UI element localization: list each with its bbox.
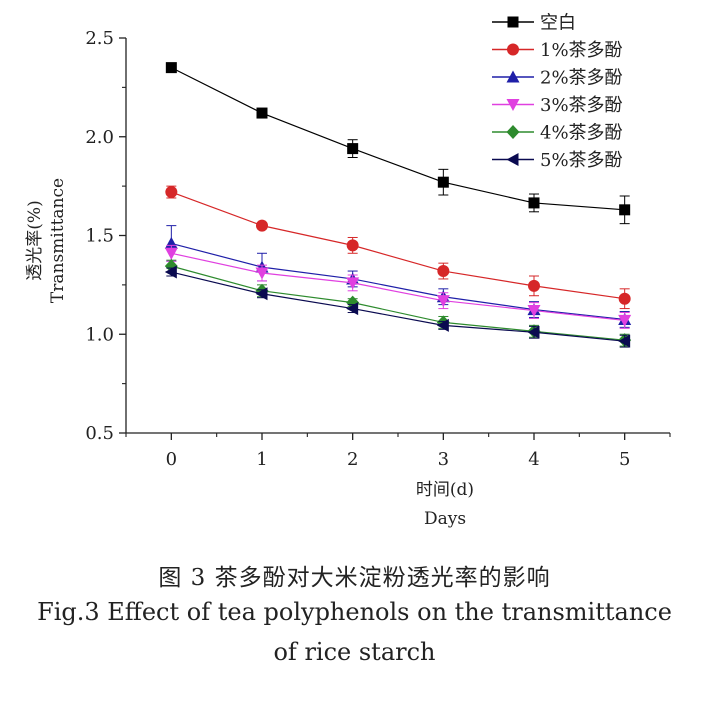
series-5 (164, 259, 632, 348)
legend: 空白 1%茶多酚 2%茶多酚 3%茶多酚 4%茶多酚 5%茶多酚 (492, 13, 623, 171)
data-point (618, 334, 631, 348)
data-point (256, 107, 268, 119)
legend-entry-6: 5%茶多酚 (492, 150, 623, 171)
data-point (619, 204, 631, 216)
data-point (528, 197, 540, 209)
data-point (528, 279, 540, 292)
y-axis-title-en: Transmittance (48, 178, 68, 303)
data-point (437, 176, 449, 188)
data-point (346, 277, 360, 290)
data-point (165, 62, 177, 74)
series-1 (165, 62, 631, 225)
series-line (171, 67, 625, 211)
figure-caption-english-line1: Fig.3 Effect of tea polyphenols on the t… (37, 598, 672, 626)
y-tick-label: 0.5 (85, 423, 114, 444)
data-point (436, 295, 450, 308)
legend-entry-5: 4%茶多酚 (492, 123, 623, 144)
x-tick-label: 5 (619, 449, 630, 470)
data-point (165, 186, 178, 199)
x-tick-label: 2 (347, 449, 358, 470)
data-point (436, 318, 449, 332)
data-point (255, 287, 268, 301)
data-point (256, 219, 268, 232)
x-axis-title-cn: 时间(d) (416, 480, 474, 500)
x-tick-label: 1 (256, 449, 267, 470)
axis-titles: 时间(d) Days 透光率(%) Transmittance (25, 178, 474, 529)
legend-entry-2: 1%茶多酚 (492, 40, 623, 61)
legend-marker (506, 70, 520, 83)
axes: 0.5 1.0 1.5 2.0 2.5 0 1 2 3 4 5 (85, 28, 671, 470)
series-line (171, 271, 625, 342)
data-point (347, 143, 359, 155)
y-tick-label: 1.5 (85, 226, 114, 247)
x-tick-label: 3 (438, 449, 449, 470)
data-point (164, 265, 177, 279)
y-tick-label: 1.0 (85, 324, 114, 345)
legend-label: 5%茶多酚 (540, 150, 623, 171)
y-tick-label: 2.0 (85, 127, 114, 148)
legend-label: 3%茶多酚 (540, 95, 623, 116)
series-group (164, 62, 632, 348)
data-point (346, 239, 359, 252)
data-point (437, 265, 450, 278)
legend-label: 4%茶多酚 (540, 123, 623, 144)
data-point (618, 292, 631, 305)
series-4 (164, 244, 632, 329)
figure-caption-english-line2: of rice starch (273, 638, 436, 666)
data-point (164, 236, 178, 249)
x-tick-label: 4 (528, 449, 539, 470)
legend-marker (507, 16, 519, 28)
y-axis-title-cn: 透光率(%) (25, 200, 45, 280)
line-chart: 0.5 1.0 1.5 2.0 2.5 0 1 2 3 4 5 空白 1%茶多酚 2%茶多酚 3%茶多酚 4… (25, 13, 671, 529)
series-line (171, 252, 625, 322)
legend-marker (507, 43, 519, 56)
x-axis-title-en: Days (424, 509, 466, 529)
legend-entry-1: 空白 (492, 13, 576, 34)
series-line (171, 265, 625, 341)
legend-label: 空白 (540, 13, 576, 34)
series-2 (165, 185, 631, 310)
y-tick-label: 2.5 (85, 28, 114, 49)
data-point (618, 314, 632, 327)
data-point (164, 247, 178, 260)
data-point (255, 267, 269, 280)
data-point (527, 325, 540, 339)
x-tick-label: 0 (166, 449, 177, 470)
legend-marker (506, 125, 520, 139)
legend-marker (506, 153, 519, 166)
data-point (527, 305, 541, 318)
series-6 (164, 265, 631, 348)
legend-entry-4: 3%茶多酚 (492, 95, 623, 116)
series-line (171, 191, 625, 300)
data-point (346, 302, 359, 316)
legend-entry-3: 2%茶多酚 (492, 68, 623, 89)
figure-caption-chinese: 图 3 茶多酚对大米淀粉透光率的影响 (158, 565, 551, 591)
legend-label: 2%茶多酚 (540, 68, 623, 89)
legend-marker (506, 99, 520, 111)
legend-label: 1%茶多酚 (540, 40, 623, 61)
series-line (171, 242, 625, 321)
